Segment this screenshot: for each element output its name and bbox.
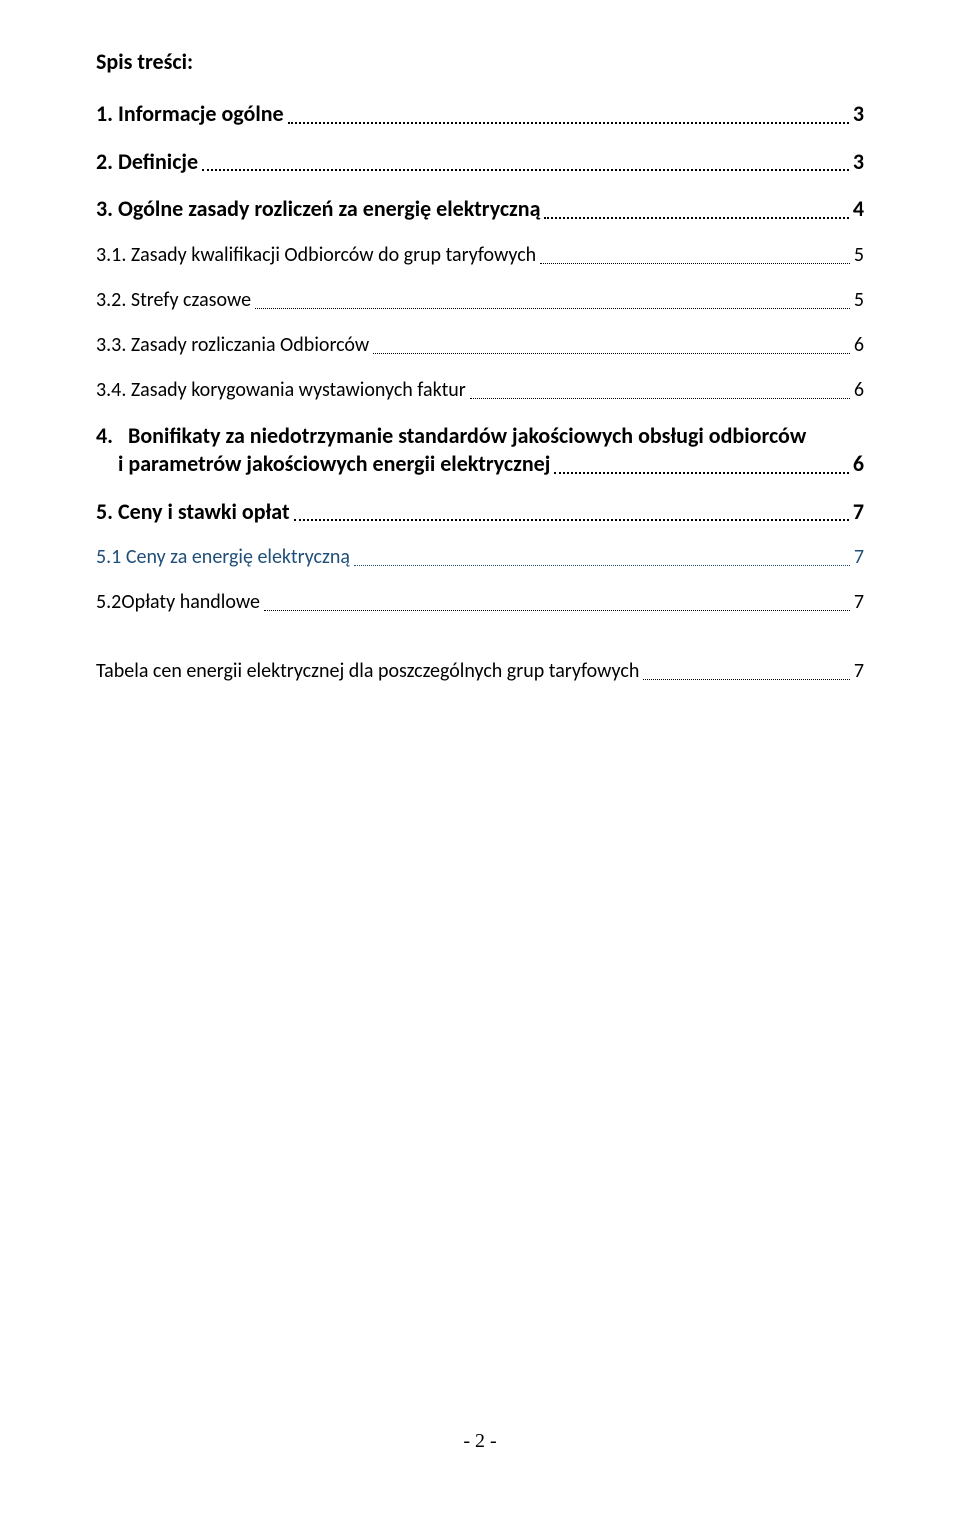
toc-entry: 4. Bonifikaty za niedotrzymanie standard…	[96, 422, 864, 479]
toc-entry-number: 5.1	[96, 544, 121, 571]
toc-title: Spis treści:	[96, 48, 864, 75]
toc-entry-number: 5.2	[96, 589, 121, 616]
toc-leader	[643, 679, 850, 680]
toc-entry-label: Zasady kwalifikacji Odbiorców do grup ta…	[131, 242, 536, 269]
toc-entry-number: 3.4.	[96, 377, 126, 404]
toc-entry-page: 3	[853, 147, 864, 177]
toc-entry-label: Ceny za energię elektryczną	[126, 544, 350, 571]
toc-entry-label-line2: i parametrów jakościowych energii elektr…	[118, 449, 550, 479]
toc-entry-number: 3.	[96, 194, 113, 224]
toc-entry: Tabela cen energii elektrycznej dla posz…	[96, 658, 864, 685]
toc-entry-number: 3.3.	[96, 332, 126, 359]
toc-entry-label-line1: Bonifikaty za niedotrzymanie standardów …	[128, 422, 806, 449]
toc-entry: 5.2 Opłaty handlowe 7	[96, 589, 864, 616]
toc-entry-number: 3.2.	[96, 287, 126, 314]
toc-entry: 5.1 Ceny za energię elektryczną 7	[96, 544, 864, 571]
toc-leader	[540, 263, 850, 264]
document-page: Spis treści: 1. Informacje ogólne 3 2. D…	[0, 0, 960, 1517]
toc-entry-page: 4	[853, 194, 864, 224]
toc-entry-label: Definicje	[118, 147, 198, 177]
toc-entry-number: 4.	[96, 422, 113, 449]
toc-leader	[294, 519, 849, 521]
page-number-footer: - 2 -	[0, 1430, 960, 1453]
toc-entry: 5. Ceny i stawki opłat 7	[96, 497, 864, 527]
toc-entry: 1. Informacje ogólne 3	[96, 99, 864, 129]
toc-leader	[554, 472, 848, 474]
toc-entry-page: 6	[854, 332, 864, 359]
toc-entry-label: Tabela cen energii elektrycznej dla posz…	[96, 658, 639, 685]
toc-leader	[544, 217, 848, 219]
toc-entry-label: Ogólne zasady rozliczeń za energię elekt…	[118, 194, 540, 224]
toc-entry-page: 7	[854, 658, 864, 685]
toc-entry-number: 1.	[96, 99, 113, 129]
toc-entry-number: 2.	[96, 147, 113, 177]
toc-entry-page: 7	[853, 497, 864, 527]
toc-entry: 3.1. Zasady kwalifikacji Odbiorców do gr…	[96, 242, 864, 269]
toc-entry: 3. Ogólne zasady rozliczeń za energię el…	[96, 194, 864, 224]
toc-entry: 3.2. Strefy czasowe 5	[96, 287, 864, 314]
toc-list: 1. Informacje ogólne 3 2. Definicje 3 3.…	[96, 99, 864, 685]
toc-leader	[202, 169, 849, 171]
toc-entry: 2. Definicje 3	[96, 147, 864, 177]
toc-entry-label: Zasady korygowania wystawionych faktur	[131, 377, 466, 404]
toc-entry-page: 3	[853, 99, 864, 129]
toc-entry-page: 5	[854, 242, 864, 269]
toc-leader	[255, 308, 850, 309]
toc-entry-page: 6	[853, 449, 864, 479]
toc-entry-number: 5.	[96, 497, 113, 527]
toc-entry-label: Informacje ogólne	[118, 99, 284, 129]
toc-leader	[354, 565, 850, 566]
toc-entry-page: 7	[854, 589, 864, 616]
toc-entry-label: Opłaty handlowe	[121, 589, 260, 616]
toc-leader	[264, 610, 850, 611]
toc-leader	[373, 353, 850, 354]
toc-entry: 3.4. Zasady korygowania wystawionych fak…	[96, 377, 864, 404]
toc-entry-page: 7	[854, 544, 864, 571]
toc-entry-page: 6	[854, 377, 864, 404]
toc-entry-label: Ceny i stawki opłat	[118, 497, 290, 527]
toc-leader	[288, 122, 849, 124]
toc-entry-page: 5	[854, 287, 864, 314]
toc-entry-label: Strefy czasowe	[131, 287, 251, 314]
toc-leader	[470, 398, 850, 399]
toc-entry-label: Zasady rozliczania Odbiorców	[131, 332, 369, 359]
toc-entry: 3.3. Zasady rozliczania Odbiorców 6	[96, 332, 864, 359]
toc-entry-number: 3.1.	[96, 242, 126, 269]
